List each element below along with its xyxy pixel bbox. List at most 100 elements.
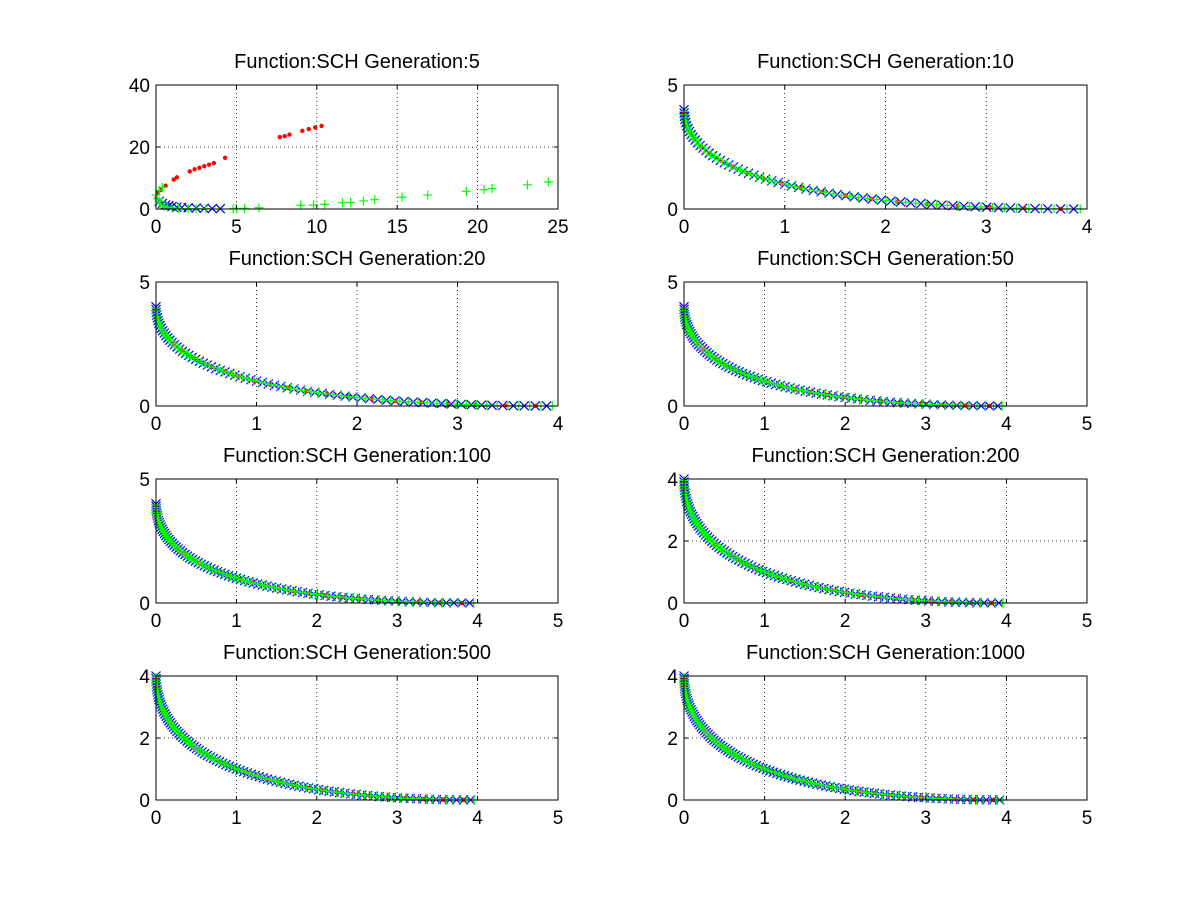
data-point [235, 765, 245, 776]
x-tick-label: 4 [1082, 217, 1093, 238]
data-point [173, 727, 183, 737]
data-point [936, 200, 947, 210]
data-point [832, 783, 842, 793]
data-point [277, 134, 283, 140]
data-point [821, 584, 831, 594]
data-point [265, 775, 275, 785]
data-point [740, 369, 750, 379]
data-point [856, 394, 866, 404]
data-point [768, 379, 778, 389]
data-point [255, 580, 265, 590]
data-point [747, 372, 757, 382]
data-point [196, 357, 206, 367]
data-point [239, 203, 249, 213]
x-tick-label: 5 [1082, 611, 1093, 632]
data-point [300, 128, 305, 134]
data-point [687, 706, 697, 716]
data-point [436, 398, 447, 409]
data-point [854, 192, 864, 202]
x-tick-label: 10 [306, 217, 327, 238]
data-point [771, 571, 781, 581]
data-point [266, 380, 276, 390]
x-tick-label: 4 [472, 808, 483, 829]
data-point [702, 531, 712, 541]
data-point [162, 332, 172, 342]
x-tick-label: 1 [779, 217, 790, 238]
data-point [704, 731, 714, 741]
x-tick-label: 2 [312, 808, 323, 829]
data-point [296, 782, 306, 792]
subplot-title: Function:SCH Generation:20 [229, 248, 486, 270]
data-point [248, 770, 258, 780]
y-tick-label: 4 [667, 667, 678, 688]
x-tick-label: 1 [759, 808, 770, 829]
data-point [848, 589, 858, 599]
data-point [167, 203, 177, 213]
data-point [456, 399, 467, 410]
data-point [232, 371, 242, 381]
data-point [862, 395, 872, 405]
data-point [852, 786, 862, 796]
data-point [926, 199, 937, 210]
data-point [174, 175, 180, 180]
data-layer [151, 671, 479, 805]
subplot-6: 0 1 2 3 4 5 0 2 4 Function:SCH Generation:200 [667, 445, 1092, 632]
data-point [189, 353, 199, 363]
axes-box [155, 478, 559, 604]
data-point [819, 780, 829, 790]
data-point [770, 177, 780, 187]
y-tick-label: 0 [667, 594, 678, 615]
data-point [386, 395, 396, 405]
data-point [229, 573, 239, 583]
data-point [701, 347, 711, 357]
x-tick-label: 25 [547, 217, 568, 238]
data-point [202, 164, 207, 169]
data-point [881, 196, 891, 206]
data-point [684, 699, 694, 709]
x-tick-label: 0 [151, 808, 162, 829]
data-point [713, 154, 723, 164]
data-point [197, 165, 202, 170]
x-tick-label: 2 [880, 217, 891, 238]
data-point [870, 591, 880, 601]
y-tick-label: 2 [667, 532, 678, 553]
data-point [290, 586, 300, 596]
data-point [763, 568, 773, 578]
data-point [222, 155, 228, 161]
data-point [174, 203, 184, 213]
data-point [321, 786, 331, 796]
data-point [764, 378, 774, 388]
y-tick-label: 0 [139, 397, 150, 418]
subplot-4: 0 1 2 3 4 5 0 5 Function:SCH Generation:50 [667, 248, 1092, 435]
data-point [336, 391, 346, 401]
data-point [395, 396, 405, 406]
data-point [802, 580, 812, 590]
data-point [254, 377, 264, 387]
data-point [177, 731, 187, 741]
data-point [717, 157, 727, 167]
data-point [269, 776, 279, 786]
x-tick-label: 4 [1001, 611, 1012, 632]
data-point [441, 399, 451, 409]
data-point [179, 733, 189, 743]
data-point [787, 384, 797, 394]
subplot-7: 0 1 2 3 4 5 0 2 4 Function:SCH Generation:500 [139, 642, 563, 829]
data-point [862, 787, 872, 797]
data-point [233, 765, 243, 775]
data-point [160, 329, 170, 339]
data-point [706, 732, 716, 742]
subplot-8: 0 1 2 3 4 5 0 2 4 Function:SCH Generation:1000 [667, 642, 1092, 829]
data-point [192, 167, 197, 172]
data-point [323, 591, 333, 601]
data-point [332, 787, 342, 797]
data-point [157, 182, 167, 192]
x-tick-label: 0 [151, 217, 162, 238]
data-point [162, 202, 172, 212]
x-tick-label: 2 [840, 611, 851, 632]
y-tick-label: 2 [667, 729, 678, 750]
data-point [482, 400, 492, 410]
x-tick-label: 5 [1082, 808, 1093, 829]
data-point [158, 705, 168, 715]
y-tick-label: 2 [139, 729, 150, 750]
data-point [726, 161, 736, 171]
